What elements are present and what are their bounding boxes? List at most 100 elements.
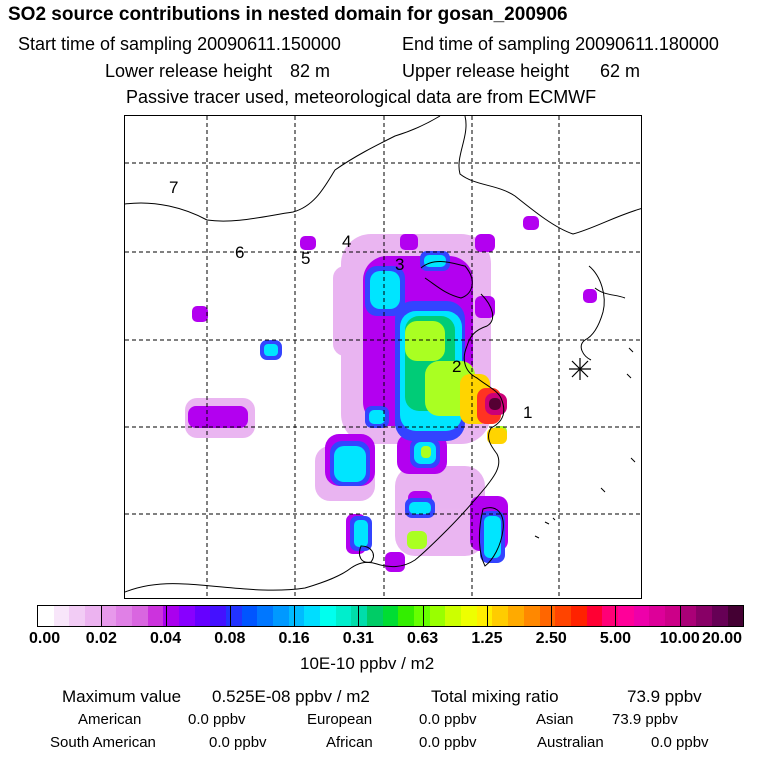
european-label: European [307, 711, 373, 728]
colorbar-swatch [147, 606, 164, 626]
upper-release-label: Upper release height [402, 61, 570, 81]
colorbar-swatch [100, 606, 117, 626]
colorbar-swatch [680, 606, 697, 626]
lower-release-label: Lower release height [105, 61, 273, 81]
max-value: 0.525E-08 ppbv / m2 [212, 687, 370, 706]
total-mixing-value: 73.9 ppbv [627, 687, 702, 706]
colorbar-swatch [617, 606, 634, 626]
lower-release-value: 82 m [290, 61, 331, 81]
colorbar-swatch [727, 606, 744, 626]
colorbar-divider [101, 605, 103, 627]
colorbar-swatch [304, 606, 321, 626]
colorbar-divider [229, 605, 231, 627]
map-canvas [125, 116, 641, 598]
colorbar-tick-label: 1.25 [471, 630, 503, 647]
colorbar-swatch [210, 606, 227, 626]
colorbar-swatch [116, 606, 133, 626]
total-mixing-label: Total mixing ratio [431, 687, 559, 706]
colorbar-swatch [241, 606, 258, 626]
map-title: SO2 source contributions in nested domai… [8, 4, 568, 25]
region-label-5: 5 [301, 249, 311, 268]
sampling-end: End time of sampling 20090611.180000 [402, 34, 719, 54]
colorbar-swatch [586, 606, 603, 626]
colorbar-swatch [226, 606, 242, 626]
colorbar-swatch [382, 606, 399, 626]
colorbar-tick-label: 0.00 [29, 630, 61, 647]
colorbar-swatch [445, 606, 462, 626]
african-label: African [326, 734, 373, 751]
colorbar-swatch [163, 606, 180, 626]
colorbar-divider [294, 605, 296, 627]
colorbar-swatch [414, 606, 430, 626]
colorbar-divider [679, 605, 681, 627]
colorbar-swatch [649, 606, 665, 626]
asian-value: 73.9 ppbv [612, 711, 678, 728]
colorbar-swatch [320, 606, 336, 626]
colorbar-swatch [53, 606, 70, 626]
colorbar-tick-label: 0.63 [407, 630, 439, 647]
colorbar-swatch [288, 606, 305, 626]
south-american-value: 0.0 ppbv [209, 734, 267, 751]
receptor-star-icon [569, 358, 591, 380]
colorbar-tick-label: 0.08 [214, 630, 246, 647]
lat-lon-grid [125, 116, 641, 598]
colorbar-swatch [398, 606, 415, 626]
colorbar-swatch [664, 606, 681, 626]
colorbar-swatch [69, 606, 86, 626]
colorbar-swatch [476, 606, 493, 626]
colorbar-divider [422, 605, 424, 627]
african-value: 0.0 ppbv [419, 734, 477, 751]
colorbar-divider [486, 605, 488, 627]
colorbar-swatch [696, 606, 712, 626]
colorbar-tick-label: 0.04 [149, 630, 182, 647]
sampling-start: Start time of sampling 20090611.150000 [18, 34, 341, 54]
region-label-6: 6 [235, 243, 245, 262]
colorbar-tick-label: 2.50 [535, 630, 567, 647]
colorbar-swatch [492, 606, 509, 626]
colorbar-swatch [633, 606, 650, 626]
australian-value: 0.0 ppbv [651, 734, 709, 751]
tracer-note: Passive tracer used, meteorological data… [126, 87, 597, 107]
colorbar-swatch [461, 606, 477, 626]
colorbar-swatch [273, 606, 289, 626]
region-label-7: 7 [169, 178, 179, 197]
colorbar-swatch [257, 606, 274, 626]
colorbar-swatch [523, 606, 540, 626]
colorbar-divider [358, 605, 360, 627]
colorbar-divider [551, 605, 553, 627]
concentration-field [185, 216, 597, 572]
colorbar-swatch [570, 606, 587, 626]
colorbar-divider [615, 605, 617, 627]
colorbar-tick-label: 20.00 [702, 630, 743, 647]
colorbar-swatch [85, 606, 101, 626]
colorbar-swatch [711, 606, 728, 626]
upper-release-value: 62 m [600, 61, 641, 81]
colorbar-swatch [179, 606, 195, 626]
colorbar-tick-label: 0.16 [278, 630, 310, 647]
coastlines [125, 116, 641, 593]
region-label-4: 4 [342, 232, 352, 251]
colorbar-tick-label: 10.00 [659, 630, 700, 647]
american-label: American [78, 711, 142, 728]
max-value-label: Maximum value [62, 687, 182, 706]
colorbar-tick-label: 0.31 [342, 630, 374, 647]
colorbar-divider [165, 605, 167, 627]
australian-label: Australian [537, 734, 604, 751]
colorbar-unit: 10E-10 ppbv / m2 [300, 654, 435, 673]
colorbar [37, 605, 744, 627]
south-american-label: South American [50, 734, 156, 751]
colorbar-swatch [367, 606, 383, 626]
american-value: 0.0 ppbv [188, 711, 246, 728]
colorbar-swatch [335, 606, 352, 626]
map-panel: 1 2 3 4 5 6 7 [124, 115, 642, 599]
asian-label: Asian [536, 711, 574, 728]
colorbar-swatch [508, 606, 524, 626]
colorbar-swatch [602, 606, 618, 626]
colorbar-swatch [555, 606, 571, 626]
region-label-2: 2 [452, 357, 462, 376]
colorbar-swatch [194, 606, 211, 626]
colorbar-swatch [429, 606, 446, 626]
colorbar-tick-label: 0.02 [85, 630, 117, 647]
colorbar-swatch [132, 606, 148, 626]
colorbar-swatch [38, 606, 54, 626]
